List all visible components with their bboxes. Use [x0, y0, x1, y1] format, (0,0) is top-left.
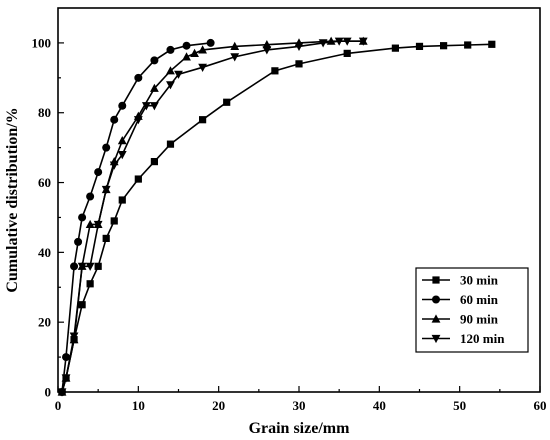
triangle-down-marker [77, 262, 87, 271]
triangle-down-marker [230, 53, 240, 62]
y-tick-label: 60 [38, 175, 51, 190]
square-marker [166, 140, 175, 148]
square-marker [118, 196, 126, 204]
triangle-down-marker [61, 374, 71, 383]
square-marker [78, 301, 86, 309]
square-marker [295, 60, 303, 68]
legend-label: 30 min [460, 273, 499, 288]
square-marker [86, 280, 94, 288]
triangle-up-marker [262, 40, 272, 49]
circle-marker [102, 143, 111, 152]
circle-marker [166, 45, 175, 54]
series-60-min [58, 38, 215, 396]
triangle-up-marker [166, 66, 175, 75]
triangle-down-marker [85, 262, 95, 271]
series-line [61, 40, 364, 393]
x-tick-label: 60 [534, 398, 547, 413]
series-90-min [57, 36, 368, 396]
triangle-up-marker [182, 52, 191, 61]
circle-marker [78, 213, 87, 222]
square-marker [134, 175, 142, 183]
legend-label: 120 min [460, 331, 505, 346]
x-tick-label: 20 [212, 398, 225, 413]
triangle-up-marker [117, 136, 127, 145]
triangle-down-marker [358, 37, 368, 46]
y-axis-title: Cumulative distribution/% [4, 107, 21, 292]
series-line [61, 43, 492, 393]
x-axis-title: Grain size/mm [249, 420, 351, 437]
square-marker [432, 276, 440, 284]
square-marker [343, 49, 351, 57]
x-tick-label: 50 [453, 398, 466, 413]
square-marker [110, 217, 118, 225]
square-marker [199, 116, 207, 124]
x-tick-label: 10 [132, 398, 145, 413]
square-marker [464, 41, 472, 49]
triangle-down-marker [431, 334, 441, 344]
circle-marker [206, 38, 215, 47]
square-marker [440, 42, 448, 50]
square-marker [271, 67, 279, 75]
triangle-down-marker [166, 81, 175, 90]
circle-marker [86, 192, 95, 201]
circle-marker [432, 295, 440, 304]
series-layer [57, 36, 496, 397]
triangle-up-marker [85, 219, 95, 229]
y-tick-label: 80 [38, 105, 51, 120]
triangle-down-marker [342, 37, 352, 46]
triangle-down-marker [334, 37, 344, 46]
circle-marker [118, 101, 127, 110]
triangle-down-marker [141, 102, 151, 111]
triangle-down-marker [294, 42, 304, 51]
circle-marker [182, 41, 191, 50]
triangle-up-marker [230, 41, 240, 50]
triangle-down-marker [101, 185, 111, 195]
triangle-down-marker [109, 161, 119, 170]
legend: 30 min 60 min 90 min 120 min [415, 267, 529, 353]
y-tick-label: 100 [32, 35, 52, 50]
circle-marker [74, 237, 83, 246]
triangle-up-marker [431, 314, 441, 323]
circle-marker [134, 73, 143, 82]
triangle-up-marker [190, 48, 199, 57]
triangle-down-marker [174, 70, 183, 79]
legend-label: 90 min [460, 312, 499, 327]
triangle-down-marker [318, 39, 328, 48]
triangle-down-marker [198, 63, 207, 72]
y-tick-label: 0 [45, 385, 52, 400]
triangle-down-marker [57, 388, 67, 397]
triangle-down-marker [133, 116, 143, 125]
y-tick-label: 20 [38, 315, 51, 330]
square-marker [223, 98, 231, 106]
square-marker [415, 42, 424, 50]
circle-marker [70, 262, 79, 271]
legend-label: 60 min [460, 292, 499, 307]
circle-marker [62, 353, 71, 362]
triangle-down-marker [150, 102, 159, 111]
triangle-down-marker [117, 151, 127, 160]
series-line [61, 40, 364, 393]
series-120-min [57, 37, 368, 397]
square-marker [391, 44, 399, 52]
square-marker [488, 40, 496, 48]
y-tick-label: 40 [38, 245, 51, 260]
square-marker [94, 262, 102, 270]
x-tick-label: 30 [293, 398, 306, 413]
triangle-up-marker [150, 83, 159, 92]
square-marker [150, 158, 158, 166]
x-tick-label: 40 [373, 398, 386, 413]
circle-marker [150, 56, 159, 65]
circle-marker [110, 115, 119, 124]
triangle-down-marker [93, 220, 103, 230]
circle-marker [94, 168, 103, 177]
triangle-down-marker [262, 46, 272, 55]
x-tick-label: 0 [55, 398, 62, 413]
triangle-up-marker [198, 45, 207, 54]
triangle-down-marker [69, 332, 79, 341]
axes: 0 10 20 30 40 50 60 0 20 40 60 80 100 [32, 7, 547, 413]
square-marker [102, 234, 110, 242]
